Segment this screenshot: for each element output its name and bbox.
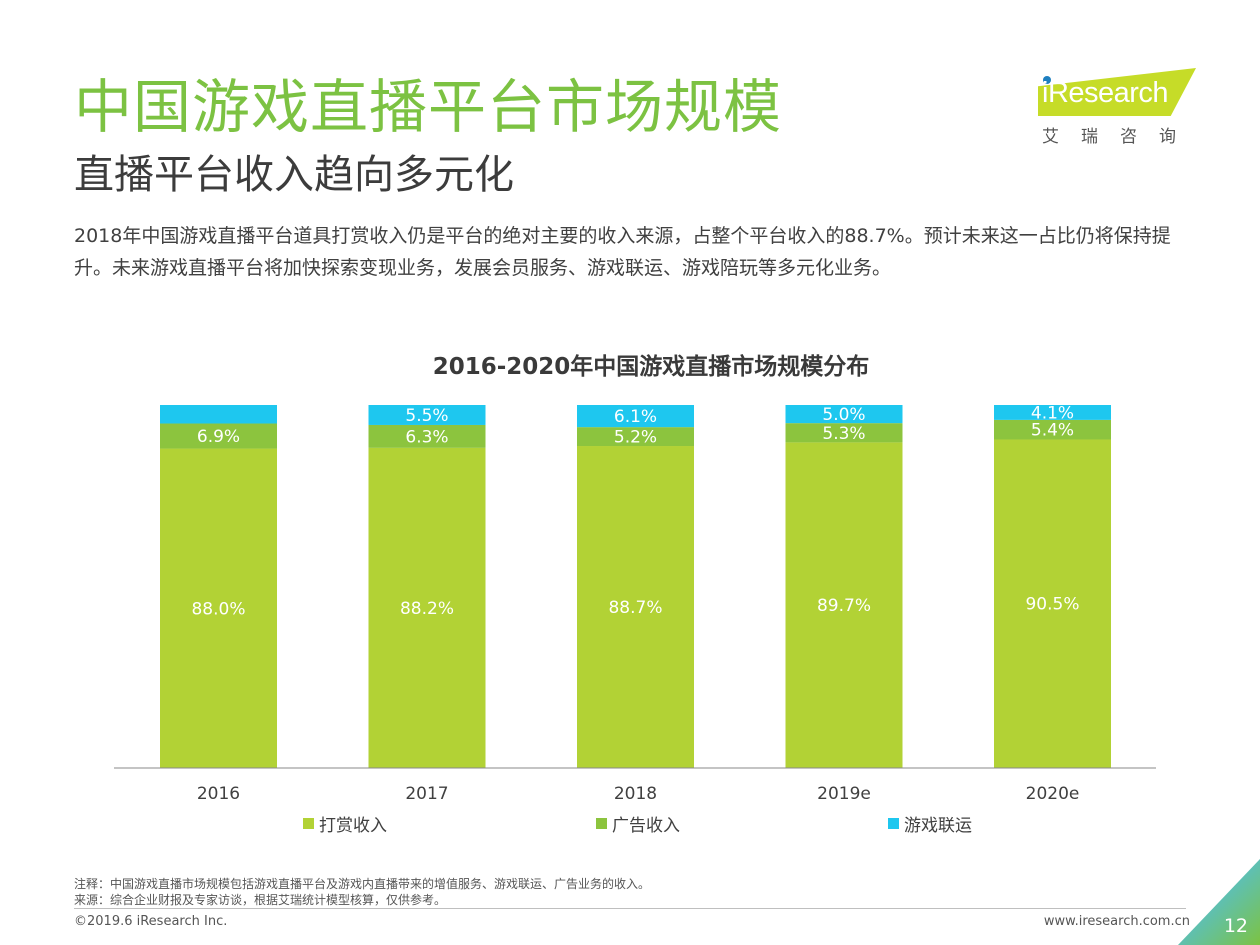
footer-divider bbox=[74, 908, 1186, 909]
x-tick-label: 2020e bbox=[1026, 784, 1080, 804]
footnote-source: 来源：综合企业财报及专家访谈，根据艾瑞统计模型核算，仅供参考。 bbox=[74, 893, 447, 907]
bar-segment bbox=[785, 442, 903, 768]
bar-segment bbox=[368, 405, 486, 425]
x-tick-label: 2017 bbox=[405, 784, 448, 804]
bar-segment bbox=[577, 427, 694, 447]
data-label: 4.1% bbox=[1031, 403, 1074, 423]
bar-segment bbox=[994, 405, 1111, 420]
chart-title: 2016-2020年中国游戏直播市场规模分布 bbox=[432, 354, 870, 380]
data-label: 5.5% bbox=[405, 406, 448, 426]
logo-dot-icon bbox=[1043, 76, 1051, 84]
logo-brand-text: iResearch bbox=[1042, 77, 1169, 109]
iresearch-logo: iResearch 艾瑞咨询 bbox=[1038, 66, 1198, 147]
bar-segment bbox=[994, 439, 1111, 768]
x-tick-label: 2019e bbox=[817, 784, 871, 804]
bar-segment bbox=[160, 448, 277, 768]
bar-segment bbox=[577, 446, 694, 768]
website-link[interactable]: www.iresearch.com.cn bbox=[1043, 914, 1190, 929]
bar-segment bbox=[160, 405, 277, 424]
data-label: 6.1% bbox=[614, 407, 657, 427]
bar-segment bbox=[785, 405, 903, 424]
legend-item: 游戏联运 bbox=[888, 811, 972, 836]
stacked-bar-chart: 88.0% 6.9% 2016 88.2% 6.3%5.5% 2017 88.7% 5.2%6… bbox=[114, 403, 1156, 804]
page-subtitle: 直播平台收入趋向多元化 bbox=[74, 152, 514, 198]
data-label: 5.2% bbox=[614, 428, 657, 448]
footnotes: 注释：中国游戏直播市场规模包括游戏直播平台及游戏内直播带来的增值服务、游戏联运、… bbox=[74, 876, 650, 908]
legend-swatch bbox=[303, 818, 314, 829]
bar-segment bbox=[160, 423, 277, 449]
page-title: 中国游戏直播平台市场规模 bbox=[74, 73, 783, 141]
legend-item: 打赏收入 bbox=[303, 811, 387, 836]
data-label: 5.4% bbox=[1031, 421, 1074, 441]
data-label: 5.0% bbox=[822, 405, 865, 425]
data-label: 5.3% bbox=[822, 424, 865, 444]
legend-label: 打赏收入 bbox=[319, 816, 387, 836]
logo-brand-cn: 艾瑞咨询 bbox=[1042, 127, 1198, 147]
data-label: 89.7% bbox=[817, 596, 871, 616]
data-label: 90.5% bbox=[1025, 595, 1079, 615]
bar-segment bbox=[368, 424, 486, 448]
bar-segment bbox=[994, 419, 1111, 440]
x-tick-label: 2016 bbox=[197, 784, 240, 804]
data-label: 88.7% bbox=[608, 598, 662, 618]
legend-swatch bbox=[596, 818, 607, 829]
bar-segment bbox=[368, 447, 486, 768]
data-label: 88.2% bbox=[400, 599, 454, 619]
legend-label: 游戏联运 bbox=[904, 816, 972, 836]
legend-label: 广告收入 bbox=[612, 816, 680, 836]
data-label: 6.3% bbox=[405, 427, 448, 447]
footnote-note: 注释：中国游戏直播市场规模包括游戏直播平台及游戏内直播带来的增值服务、游戏联运、… bbox=[74, 877, 651, 891]
legend-swatch bbox=[888, 818, 899, 829]
x-tick-label: 2018 bbox=[614, 784, 657, 804]
chart-legend: 打赏收入 广告收入 游戏联运 bbox=[0, 811, 1260, 836]
legend-item: 广告收入 bbox=[596, 811, 680, 836]
bar-segment bbox=[577, 405, 694, 428]
copyright: ©2019.6 iResearch Inc. bbox=[74, 914, 228, 929]
page-number: 12 bbox=[1223, 915, 1248, 937]
data-label: 88.0% bbox=[191, 599, 245, 619]
data-label: 6.9% bbox=[197, 427, 240, 447]
bar-segment bbox=[785, 423, 903, 443]
page-description: 2018年中国游戏直播平台道具打赏收入仍是平台的绝对主要的收入来源，占整个平台收… bbox=[74, 225, 1171, 279]
